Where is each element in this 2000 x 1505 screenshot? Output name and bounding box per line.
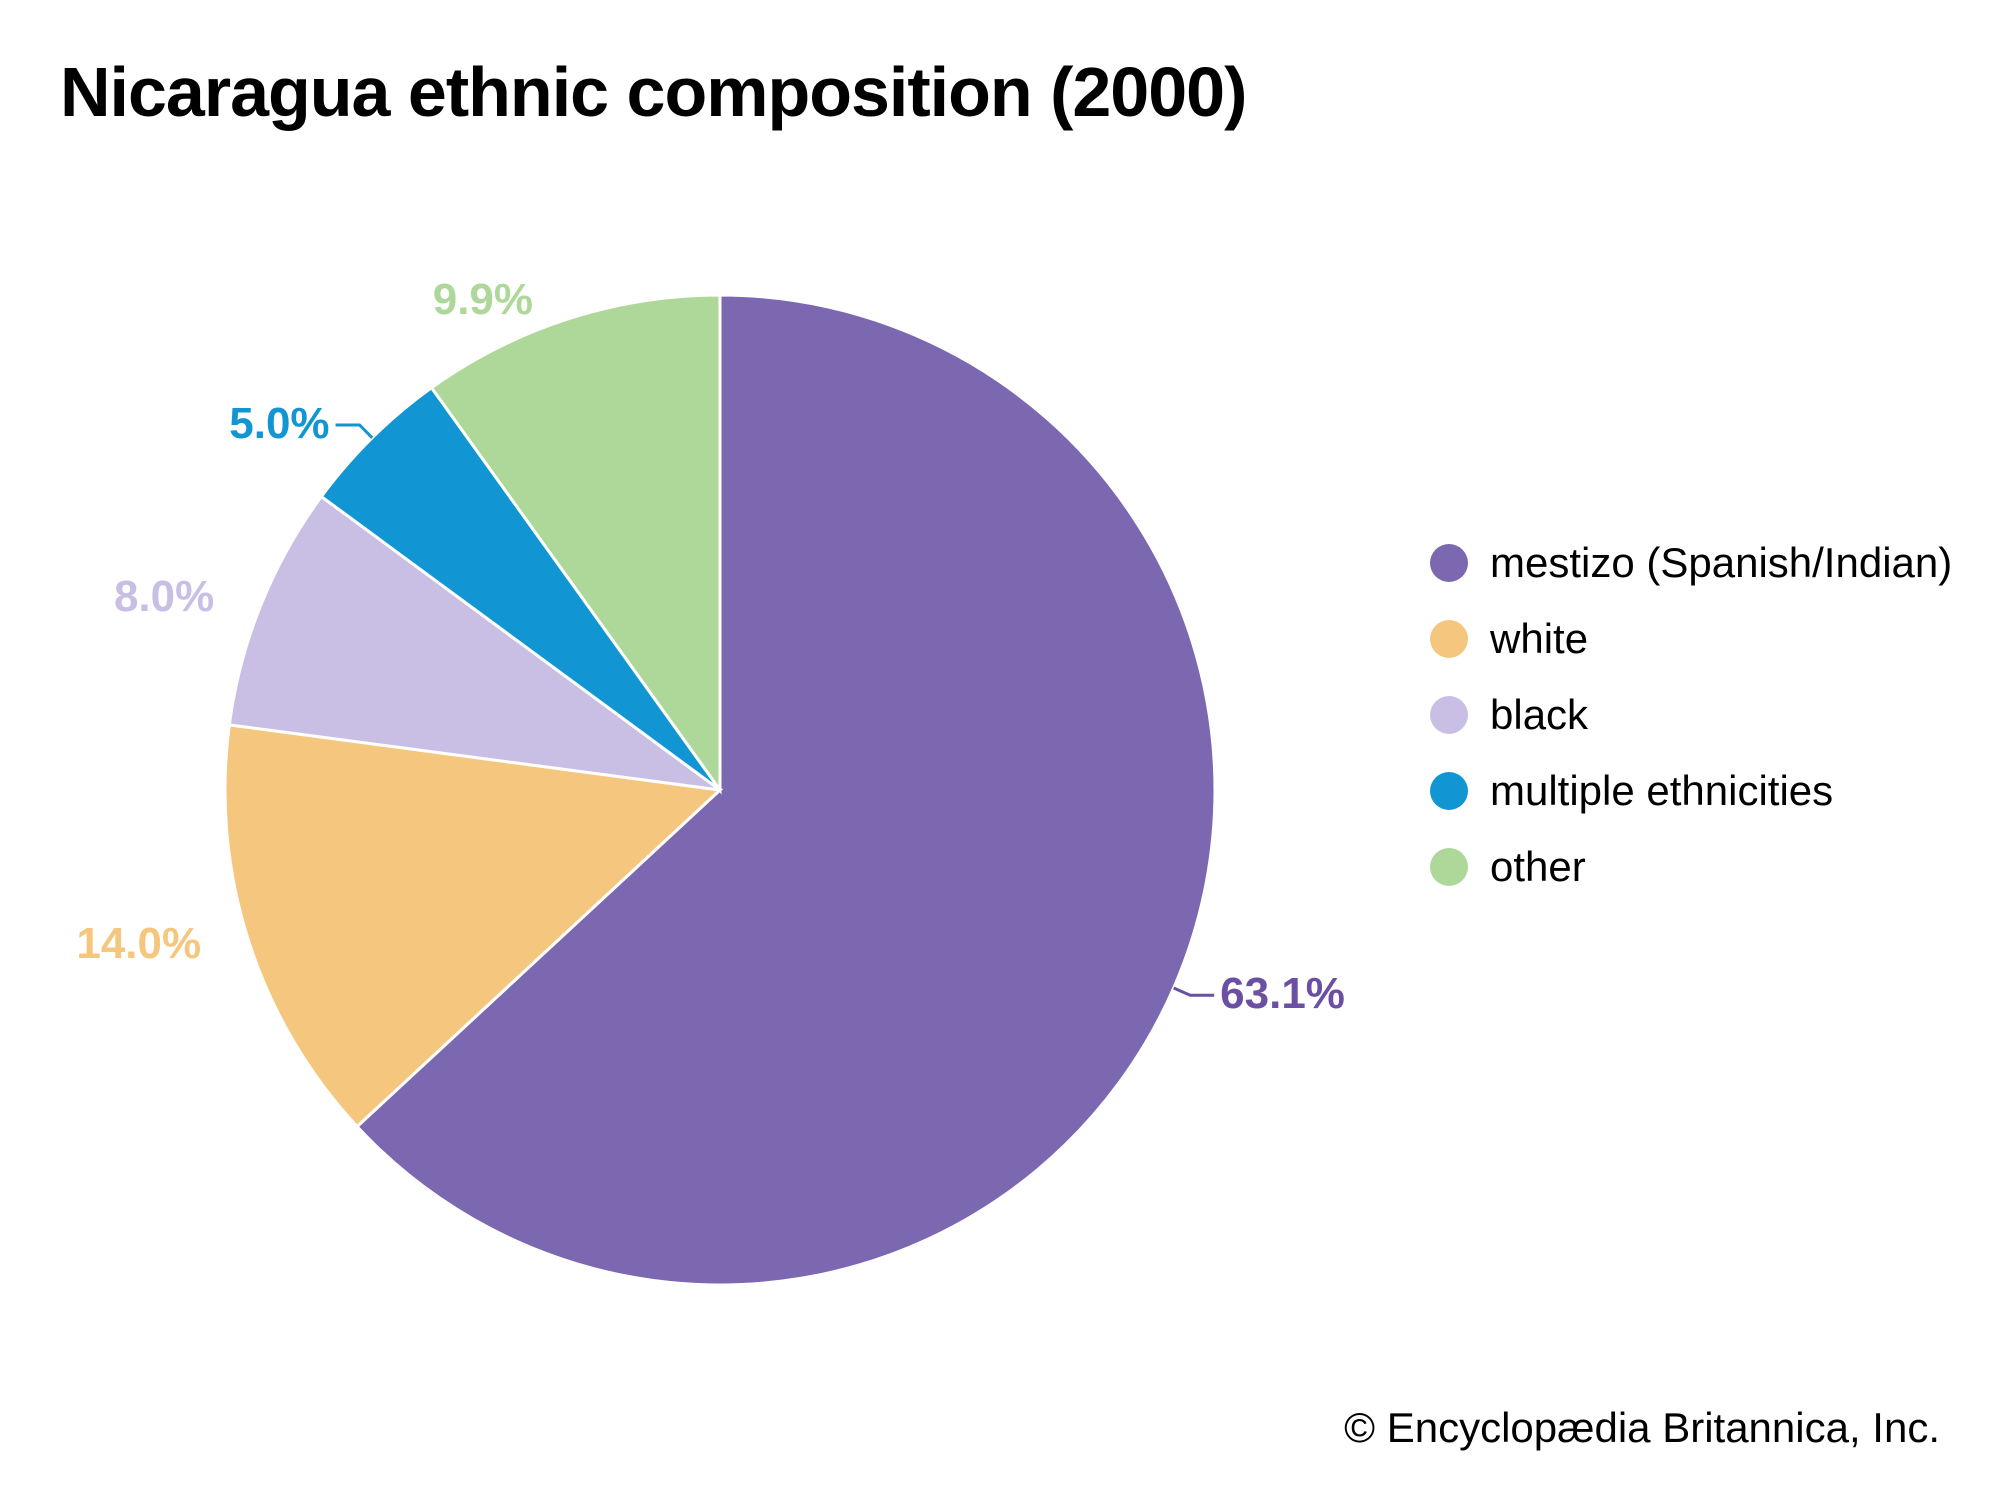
legend-swatch bbox=[1430, 620, 1468, 658]
legend-label: black bbox=[1490, 694, 1588, 736]
slice-percent-label: 14.0% bbox=[76, 919, 201, 969]
slice-percent-label: 63.1% bbox=[1220, 969, 1345, 1019]
slice-percent-label: 9.9% bbox=[433, 275, 533, 325]
chart-page: Nicaragua ethnic composition (2000) mest… bbox=[0, 0, 2000, 1500]
legend-swatch bbox=[1430, 544, 1468, 582]
attribution-text: © Encyclopædia Britannica, Inc. bbox=[1344, 1404, 1940, 1452]
legend-swatch bbox=[1430, 772, 1468, 810]
slice-percent-label: 8.0% bbox=[114, 572, 214, 622]
legend-item: white bbox=[1430, 618, 1952, 660]
legend-item: other bbox=[1430, 846, 1952, 888]
slice-percent-label: 5.0% bbox=[229, 399, 329, 449]
legend-item: black bbox=[1430, 694, 1952, 736]
legend: mestizo (Spanish/Indian) white black multip… bbox=[1430, 542, 1952, 922]
leader-line bbox=[1174, 988, 1214, 995]
legend-item: multiple ethnicities bbox=[1430, 770, 1952, 812]
legend-swatch bbox=[1430, 696, 1468, 734]
legend-label: mestizo (Spanish/Indian) bbox=[1490, 542, 1952, 584]
legend-item: mestizo (Spanish/Indian) bbox=[1430, 542, 1952, 584]
legend-swatch bbox=[1430, 848, 1468, 886]
legend-label: white bbox=[1490, 618, 1588, 660]
legend-label: multiple ethnicities bbox=[1490, 770, 1833, 812]
leader-line bbox=[336, 425, 373, 438]
legend-label: other bbox=[1490, 846, 1586, 888]
